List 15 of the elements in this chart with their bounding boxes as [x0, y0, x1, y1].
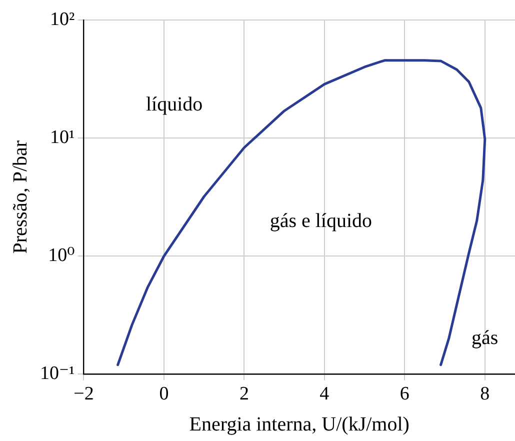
y-tick-label: 10⁰ — [48, 245, 76, 266]
y-axis-title: Pressão, P/bar — [9, 140, 32, 254]
x-tick-label: 0 — [159, 384, 169, 405]
x-tick-label: 4 — [320, 384, 330, 405]
x-axis-title: Energia interna, U/(kJ/mol) — [189, 413, 410, 436]
x-tick-label: 2 — [239, 384, 249, 405]
y-tick-label: 10² — [50, 8, 76, 30]
x-tick-label: 8 — [480, 384, 490, 405]
annotation: gás — [471, 327, 498, 350]
x-tick-label: −2 — [74, 384, 94, 405]
y-tick-label: 10⁻¹ — [40, 363, 76, 384]
annotation: líquido — [146, 93, 203, 116]
y-tick-label: 10¹ — [50, 127, 76, 148]
x-tick-label: 6 — [400, 384, 410, 405]
annotation: gás e líquido — [270, 210, 372, 232]
